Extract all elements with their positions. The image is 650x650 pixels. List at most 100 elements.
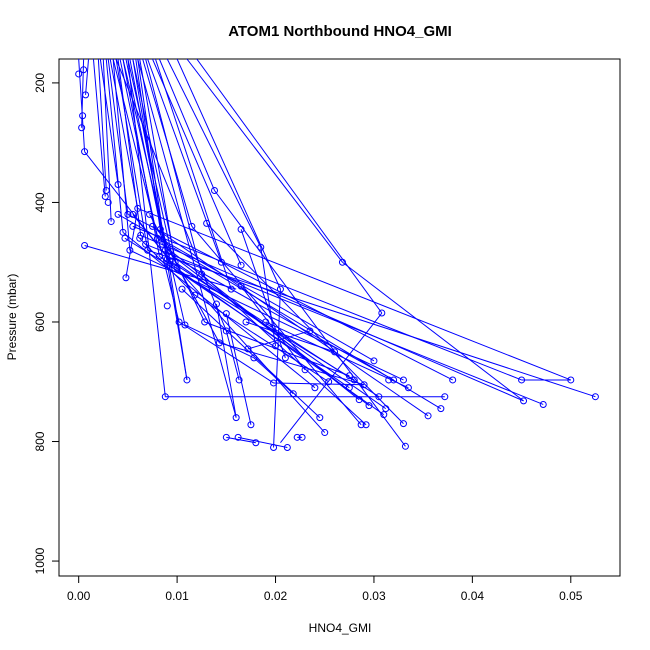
data-point: [161, 246, 169, 254]
data-point: [126, 246, 134, 254]
data-point: [272, 342, 280, 350]
data-point: [298, 433, 306, 441]
data-line-segment: [178, 321, 274, 384]
data-point: [215, 339, 223, 347]
data-line-segment: [147, 59, 222, 263]
data-lines: [78, 59, 596, 448]
data-line-segment: [225, 313, 252, 425]
data-point: [161, 393, 169, 401]
data-point: [390, 376, 398, 384]
data-line-segment: [166, 59, 262, 248]
data-point: [173, 264, 181, 272]
data-line-segment: [157, 237, 442, 410]
data-point: [311, 384, 319, 392]
y-tick-label: 800: [33, 431, 47, 451]
data-point: [107, 218, 115, 226]
data-line-segment: [238, 436, 288, 448]
x-tick-label: 0.03: [362, 589, 386, 603]
data-point: [270, 443, 278, 451]
data-point: [149, 222, 156, 230]
data-point: [211, 186, 219, 194]
data-line-segment: [184, 324, 255, 359]
data-point: [399, 420, 407, 428]
data-point: [158, 240, 166, 248]
data-points: [75, 66, 599, 451]
data-line-segment: [164, 249, 370, 407]
x-tick-label: 0.05: [559, 589, 583, 603]
data-point: [399, 376, 407, 384]
data-line-segment: [342, 261, 524, 402]
data-point: [345, 384, 353, 392]
y-tick-label: 600: [33, 312, 47, 332]
data-point: [142, 240, 150, 248]
data-point: [82, 91, 90, 99]
x-tick-label: 0.02: [264, 589, 288, 603]
data-line-segment: [137, 207, 571, 381]
data-point: [171, 258, 179, 266]
data-line-segment: [84, 244, 237, 290]
x-axis: 0.00 0.01 0.02 0.03 0.04 0.05: [67, 576, 583, 603]
data-point: [321, 429, 329, 437]
data-line-segment: [132, 59, 188, 381]
data-point: [378, 309, 386, 317]
data-point: [166, 257, 174, 265]
y-axis-label: Pressure (mbar): [5, 274, 19, 361]
data-point: [81, 241, 89, 249]
data-point: [250, 354, 258, 362]
data-point: [591, 393, 599, 401]
data-point: [331, 348, 339, 356]
data-line-segment: [140, 234, 524, 402]
data-point: [144, 246, 152, 254]
data-line-segment: [171, 255, 394, 381]
data-point: [380, 411, 388, 419]
data-line-segment: [97, 59, 107, 191]
data-line-segment: [145, 59, 203, 275]
data-point: [244, 345, 252, 353]
data-point: [222, 327, 230, 335]
data-line-segment: [109, 59, 139, 209]
data-line-segment: [273, 289, 281, 448]
data-line-segment: [129, 249, 404, 381]
data-line-segment: [196, 59, 383, 314]
data-line-segment: [159, 229, 206, 323]
data-point: [156, 225, 164, 233]
data-line-segment: [247, 330, 311, 350]
data-point: [281, 354, 289, 362]
data-line-segment: [260, 247, 277, 346]
data-line-segment: [154, 59, 232, 290]
data-line-segment: [137, 59, 237, 418]
data-point: [242, 318, 250, 326]
data-point: [119, 228, 127, 236]
data-line-segment: [112, 59, 180, 323]
data-point: [235, 376, 243, 384]
data-line-segment: [201, 273, 367, 426]
data-point: [129, 222, 137, 230]
data-point: [114, 210, 122, 218]
x-tick-label: 0.00: [67, 589, 91, 603]
data-point: [79, 112, 87, 120]
data-point: [370, 357, 378, 365]
data-point: [237, 282, 245, 290]
data-point: [129, 210, 137, 218]
data-point: [134, 204, 142, 212]
chart-title: ATOM1 Northbound HNO4_GMI: [228, 23, 452, 40]
x-tick-label: 0.04: [461, 589, 485, 603]
data-point: [382, 405, 390, 413]
data-line-segment: [176, 59, 281, 290]
data-line-segment: [152, 225, 429, 417]
data-line-segment: [102, 59, 112, 222]
data-line-segment: [253, 357, 294, 395]
data-line-segment: [137, 59, 166, 251]
data-point: [360, 381, 368, 389]
data-point: [338, 258, 346, 266]
x-tick-label: 0.01: [165, 589, 189, 603]
data-point: [441, 393, 449, 401]
data-line-segment: [122, 231, 316, 389]
y-tick-label: 1000: [33, 547, 47, 574]
data-point: [124, 210, 132, 218]
data-point: [325, 378, 333, 386]
data-point: [283, 443, 291, 451]
data-line-segment: [78, 59, 86, 152]
data-line-segment: [135, 59, 163, 245]
data-point: [357, 421, 365, 429]
